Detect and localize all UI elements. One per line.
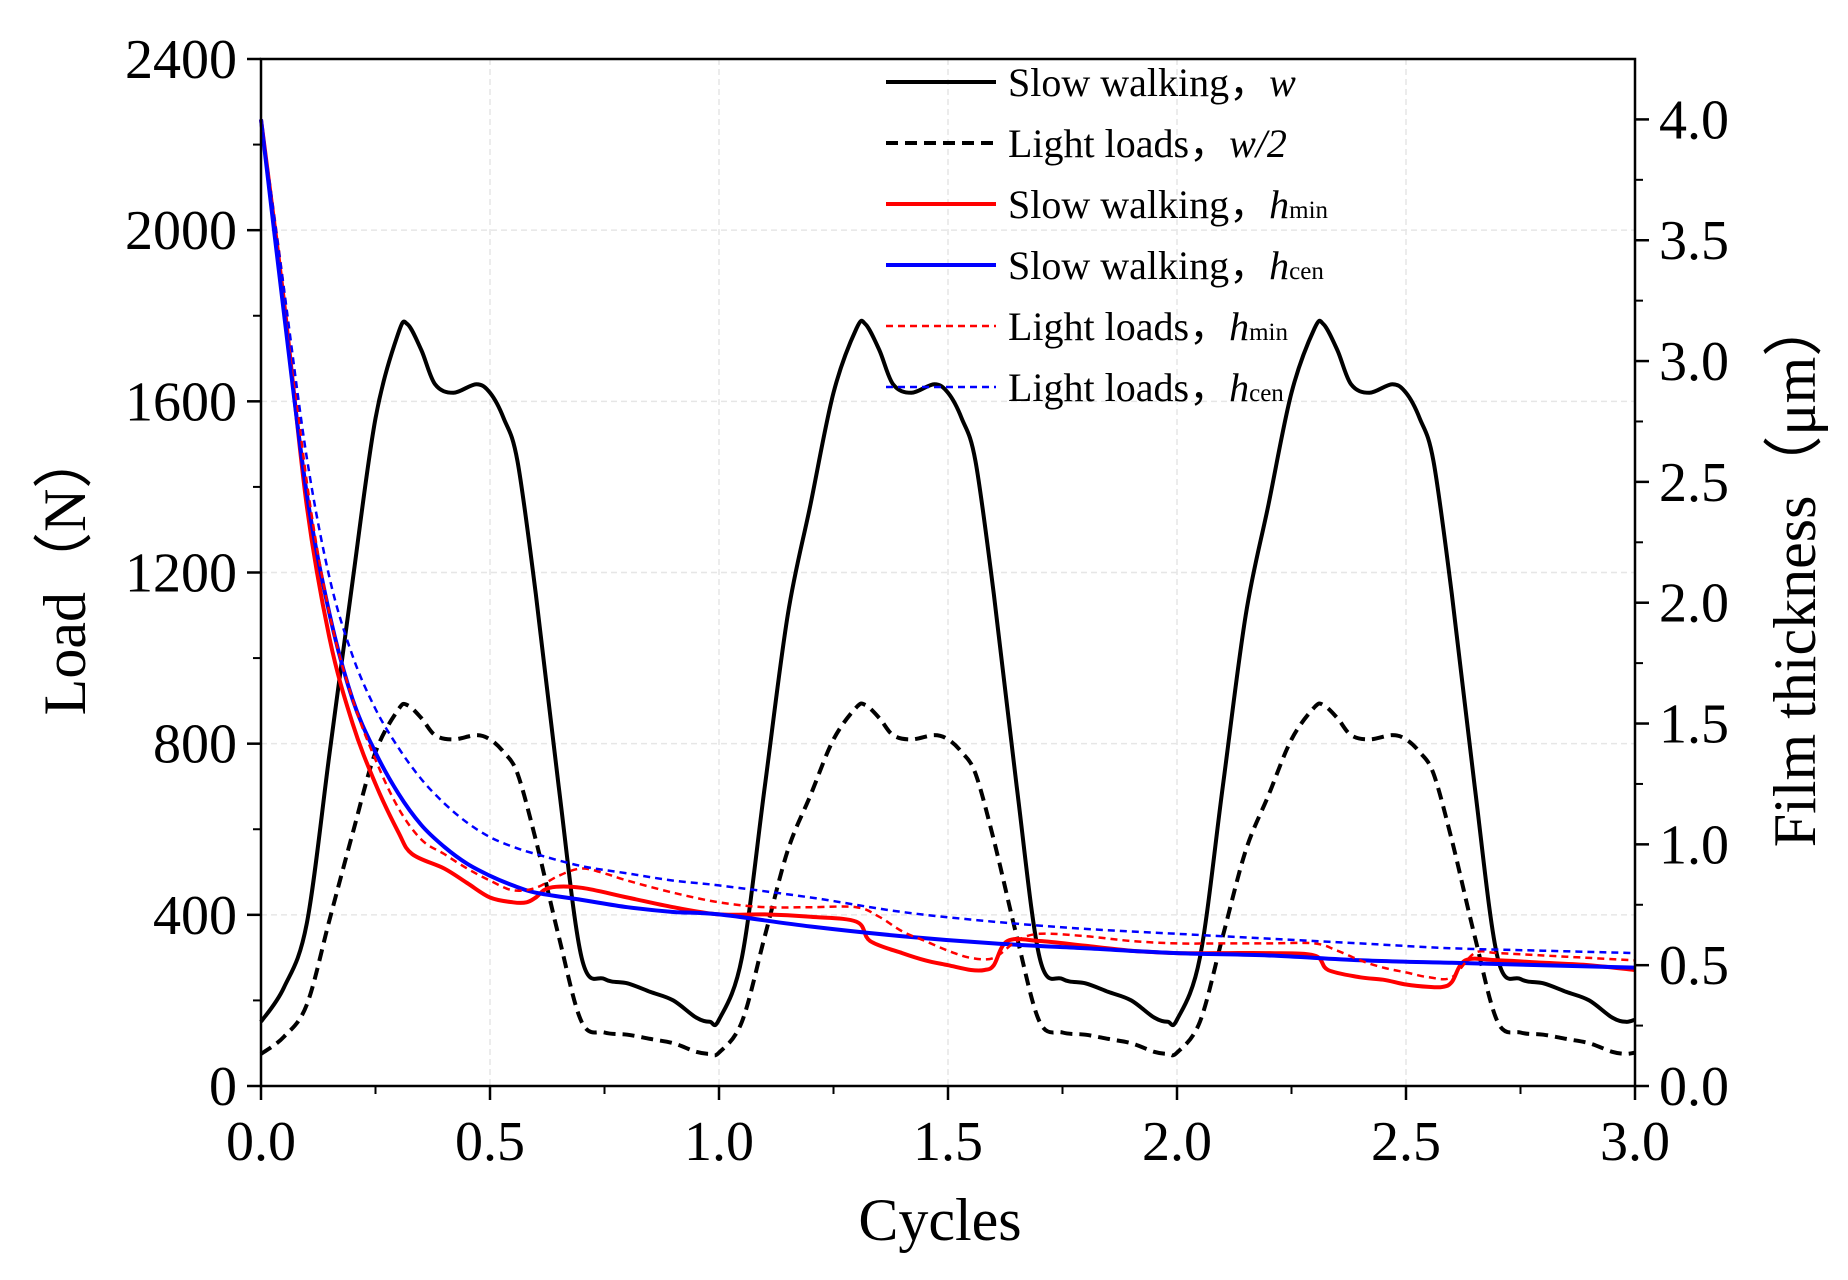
y-left-tick-label: 2400 <box>125 29 237 91</box>
y-right-tick-label: 0.0 <box>1659 1056 1729 1118</box>
x-tick-label: 1.0 <box>684 1111 754 1173</box>
y-left-tick-label: 1600 <box>125 371 237 433</box>
y-right-tick-label: 2.0 <box>1659 573 1729 635</box>
y-left-tick-label: 0 <box>209 1056 237 1118</box>
axes: 0.0 0.5 1.0 1.5 2.0 2.5 3.0 0 400 800 1200 1600 2000… <box>125 29 1729 1173</box>
y-right-tick-label: 1.5 <box>1659 694 1729 756</box>
grid <box>261 59 1635 1086</box>
x-tick-label: 0.5 <box>455 1111 525 1173</box>
y-right-tick-label: 1.0 <box>1659 814 1729 876</box>
series-line-0 <box>259 318 1636 1028</box>
series-line-2 <box>259 119 1636 990</box>
series-line-3 <box>259 119 1636 970</box>
y-right-tick-label: 4.0 <box>1659 89 1729 151</box>
x-axis-title: Cycles <box>858 1187 1021 1253</box>
x-tick-label: 0.0 <box>226 1111 296 1173</box>
legend-label-3: Slow walking，hcen <box>1008 243 1324 288</box>
y-left-tick-label: 400 <box>153 885 237 947</box>
y-axis-left-title: Load（N） <box>32 429 98 716</box>
legend-label-1: Light loads，w/2 <box>1008 121 1287 166</box>
series-layer <box>259 119 1636 1058</box>
legend-label-0: Slow walking，w <box>1008 60 1296 105</box>
x-tick-label: 2.5 <box>1371 1111 1441 1173</box>
x-tick-label: 1.5 <box>913 1111 983 1173</box>
legend-label-4: Light loads，hmin <box>1008 304 1288 349</box>
y-left-tick-label: 800 <box>153 714 237 776</box>
legend-label-2: Slow walking，hmin <box>1008 182 1329 227</box>
legend-label-5: Light loads，hcen <box>1008 365 1284 410</box>
y-right-tick-label: 3.5 <box>1659 210 1729 272</box>
series-line-5 <box>259 119 1636 955</box>
x-tick-label: 3.0 <box>1600 1111 1670 1173</box>
y-right-tick-label: 0.5 <box>1659 935 1729 997</box>
y-right-tick-label: 2.5 <box>1659 452 1729 514</box>
legend: Slow walking，w Light loads，w/2 Slow walkin… <box>886 60 1329 410</box>
y-right-tick-label: 3.0 <box>1659 331 1729 393</box>
y-axis-right-title: Film thickness（μm） <box>1762 297 1828 848</box>
y-left-tick-label: 2000 <box>125 200 237 262</box>
series-line-4 <box>259 119 1636 981</box>
y-left-tick-label: 1200 <box>125 543 237 605</box>
x-tick-label: 2.0 <box>1142 1111 1212 1173</box>
